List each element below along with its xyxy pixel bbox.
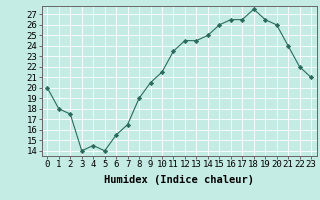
X-axis label: Humidex (Indice chaleur): Humidex (Indice chaleur) (104, 175, 254, 185)
